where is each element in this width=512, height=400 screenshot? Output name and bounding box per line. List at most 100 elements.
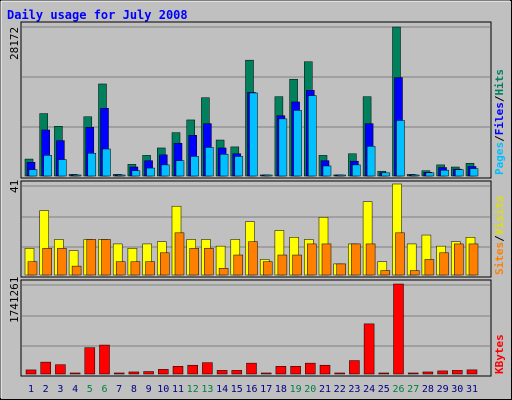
- sites-bar: [351, 243, 361, 276]
- sites-bar: [86, 239, 97, 276]
- day-label: 11: [172, 384, 184, 395]
- pages-bar: [43, 155, 52, 177]
- sites-bar: [277, 254, 288, 276]
- sites-bar: [174, 232, 185, 276]
- kbytes-bar: [187, 364, 198, 375]
- sites-bar: [468, 243, 479, 276]
- sites-bar: [130, 261, 141, 276]
- kbytes-bar: [378, 372, 390, 375]
- sites-bar: [145, 261, 155, 276]
- day-label: 9: [146, 384, 152, 395]
- pages-bar: [352, 164, 361, 177]
- kbytes-bar: [158, 369, 169, 375]
- kbytes-bar: [99, 344, 110, 375]
- visits-ymax-label: 41: [8, 180, 21, 193]
- day-label: 25: [378, 384, 390, 395]
- kbytes-bar: [231, 370, 243, 375]
- day-label: 1: [28, 384, 34, 395]
- day-label: 17: [260, 384, 272, 395]
- pages-bar: [366, 146, 376, 177]
- day-label: 20: [304, 384, 316, 395]
- kbytes-bar: [393, 283, 404, 375]
- kbytes-bar: [128, 371, 140, 375]
- day-label: 30: [451, 384, 463, 395]
- pages-bar: [322, 165, 332, 177]
- kbytes-bar: [452, 370, 463, 375]
- sites-bar: [321, 243, 332, 276]
- kbytes-bar: [55, 364, 66, 375]
- pages-bar: [219, 154, 229, 177]
- day-label: 24: [363, 384, 375, 395]
- day-label: 31: [466, 384, 478, 395]
- pages-bar: [87, 153, 97, 177]
- day-label: 6: [101, 384, 107, 395]
- legend-sites: Sites: [493, 242, 506, 275]
- svg-text:Sites/Visits: Sites/Visits: [493, 196, 506, 276]
- day-label: 21: [319, 384, 331, 395]
- kbytes-bar: [422, 371, 434, 375]
- sites-bar: [424, 259, 435, 276]
- kbytes-bar: [40, 361, 51, 375]
- kbytes-legend: KBytes: [493, 334, 506, 374]
- legend-pages: Pages: [493, 142, 506, 175]
- sites-bar: [57, 248, 67, 276]
- kbytes-bar: [334, 372, 345, 375]
- svg-text:Pages/Files/Hits: Pages/Files/Hits: [493, 69, 506, 175]
- day-label: 10: [157, 384, 169, 395]
- hits-ymax-label: 28172: [8, 27, 21, 60]
- legend-visits: Visits: [493, 196, 506, 236]
- sites-bar: [454, 243, 464, 276]
- pages-bar: [249, 92, 258, 177]
- sites-bar: [380, 270, 391, 276]
- kbytes-bar: [290, 365, 301, 375]
- legend-sep-2: /: [493, 95, 506, 102]
- day-labels: 1 2 3 4 5 6 7 8 9 10 11 12 13 14 15 16 17 18 19 20 21 22 23 24 2…: [28, 384, 478, 395]
- sites-bar: [42, 248, 52, 276]
- kbytes-bar: [437, 370, 448, 375]
- pages-bar: [337, 174, 346, 177]
- day-label: 12: [187, 384, 199, 395]
- sites-bar: [233, 254, 244, 276]
- legend-files: Files: [493, 102, 506, 135]
- sites-bar: [409, 270, 420, 276]
- day-label: 2: [43, 384, 49, 395]
- legend-sep-3: /: [493, 235, 506, 242]
- hits-legend: Pages/Files/Hits: [493, 69, 506, 175]
- sites-bar: [307, 243, 317, 276]
- sites-bar: [439, 252, 449, 276]
- hits-bars: [24, 26, 479, 177]
- kbytes-bar: [466, 369, 478, 375]
- legend-hits: Hits: [493, 69, 506, 96]
- sites-bar: [160, 252, 170, 276]
- day-label: 19: [290, 384, 302, 395]
- day-label: 27: [407, 384, 419, 395]
- day-label: 3: [57, 384, 63, 395]
- pages-bar: [410, 174, 420, 177]
- day-label: 8: [131, 384, 137, 395]
- pages-bar: [205, 147, 214, 177]
- kbytes-bar: [113, 372, 125, 375]
- pages-bar: [58, 159, 67, 177]
- kbytes-bars: [25, 283, 478, 375]
- pages-bar: [146, 167, 155, 177]
- chart-title: Daily usage for July 2008: [7, 8, 188, 22]
- kbytes-bar: [216, 370, 228, 375]
- sites-bar: [292, 254, 302, 276]
- day-label: 28: [422, 384, 434, 395]
- kbytes-bar: [84, 347, 96, 375]
- sites-bar: [189, 248, 199, 276]
- day-label: 18: [275, 384, 287, 395]
- sites-bar: [336, 263, 346, 276]
- sites-bar: [395, 232, 405, 276]
- day-label: 13: [201, 384, 213, 395]
- pages-bar: [396, 120, 405, 177]
- pages-bar: [161, 164, 170, 177]
- kbytes-bar: [246, 362, 257, 375]
- day-label: 29: [437, 384, 449, 395]
- kbytes-bar: [172, 365, 184, 375]
- visits-legend: Sites/Visits: [493, 196, 506, 276]
- pages-bar: [131, 170, 141, 177]
- sites-bar: [71, 265, 82, 276]
- pages-bar: [293, 110, 302, 177]
